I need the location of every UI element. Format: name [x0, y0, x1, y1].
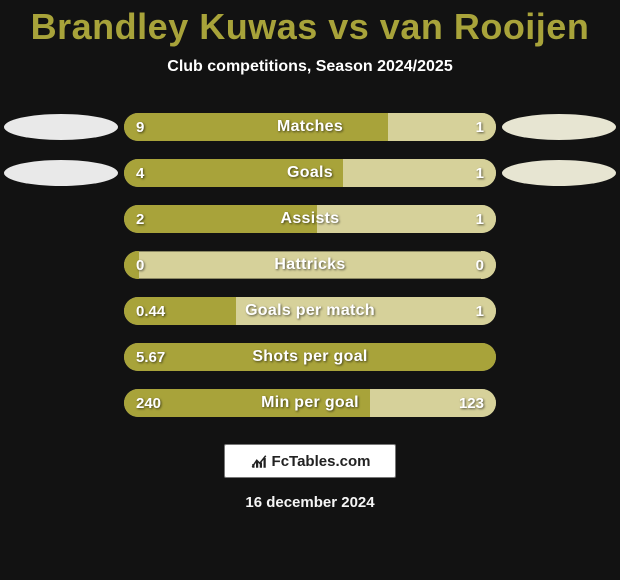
- stat-bar: Matches9 1: [124, 113, 496, 141]
- stat-value-left: 4: [136, 159, 144, 187]
- stat-value-left: 0.44: [136, 297, 165, 325]
- stat-label: Shots per goal: [124, 343, 496, 371]
- stat-value-right: 123: [459, 389, 484, 417]
- stat-value-left: 5.67: [136, 343, 165, 371]
- stat-label: Assists: [124, 205, 496, 233]
- stat-label: Hattricks: [124, 251, 496, 279]
- stat-bar: Min per goal240 123: [124, 389, 496, 417]
- footer-logo-text: FcTables.com: [272, 453, 371, 470]
- stat-bar: Assists2 1: [124, 205, 496, 233]
- stat-bar: Hattricks0 0: [124, 251, 496, 279]
- stat-value-left: 240: [136, 389, 161, 417]
- stat-row: Goals4 1: [0, 150, 620, 196]
- stat-row: Shots per goal5.67: [0, 334, 620, 380]
- stat-value-left: 2: [136, 205, 144, 233]
- stat-label: Matches: [124, 113, 496, 141]
- stat-row: Hattricks0 0: [0, 242, 620, 288]
- stat-value-right: 1: [476, 297, 484, 325]
- stat-label: Goals per match: [124, 297, 496, 325]
- stat-row: Matches9 1: [0, 104, 620, 150]
- stat-bar: Goals4 1: [124, 159, 496, 187]
- comparison-chart: Matches91Goals41Assists21Hattricks00Goal…: [0, 104, 620, 426]
- stat-value-left: 9: [136, 113, 144, 141]
- date-text: 16 december 2024: [0, 494, 620, 511]
- stat-row: Goals per match0.44 1: [0, 288, 620, 334]
- player-right-ellipse: [502, 114, 616, 140]
- stat-label: Goals: [124, 159, 496, 187]
- stat-label: Min per goal: [124, 389, 496, 417]
- chart-icon: [250, 452, 268, 470]
- stat-row: Assists2 1: [0, 196, 620, 242]
- page-title: Brandley Kuwas vs van Rooijen: [0, 6, 620, 48]
- stat-bar: Goals per match0.44 1: [124, 297, 496, 325]
- infographic-container: Brandley Kuwas vs van Rooijen Club compe…: [0, 0, 620, 580]
- stat-value-right: 1: [476, 205, 484, 233]
- footer-logo-box: FcTables.com: [224, 444, 396, 478]
- stat-value-right: 1: [476, 159, 484, 187]
- player-left-ellipse: [4, 160, 118, 186]
- stat-value-right: 1: [476, 113, 484, 141]
- stat-bar: Shots per goal5.67: [124, 343, 496, 371]
- player-right-ellipse: [502, 160, 616, 186]
- subtitle: Club competitions, Season 2024/2025: [0, 58, 620, 76]
- player-left-ellipse: [4, 114, 118, 140]
- stat-row: Min per goal240 123: [0, 380, 620, 426]
- stat-value-left: 0: [136, 251, 144, 279]
- stat-value-right: 0: [476, 251, 484, 279]
